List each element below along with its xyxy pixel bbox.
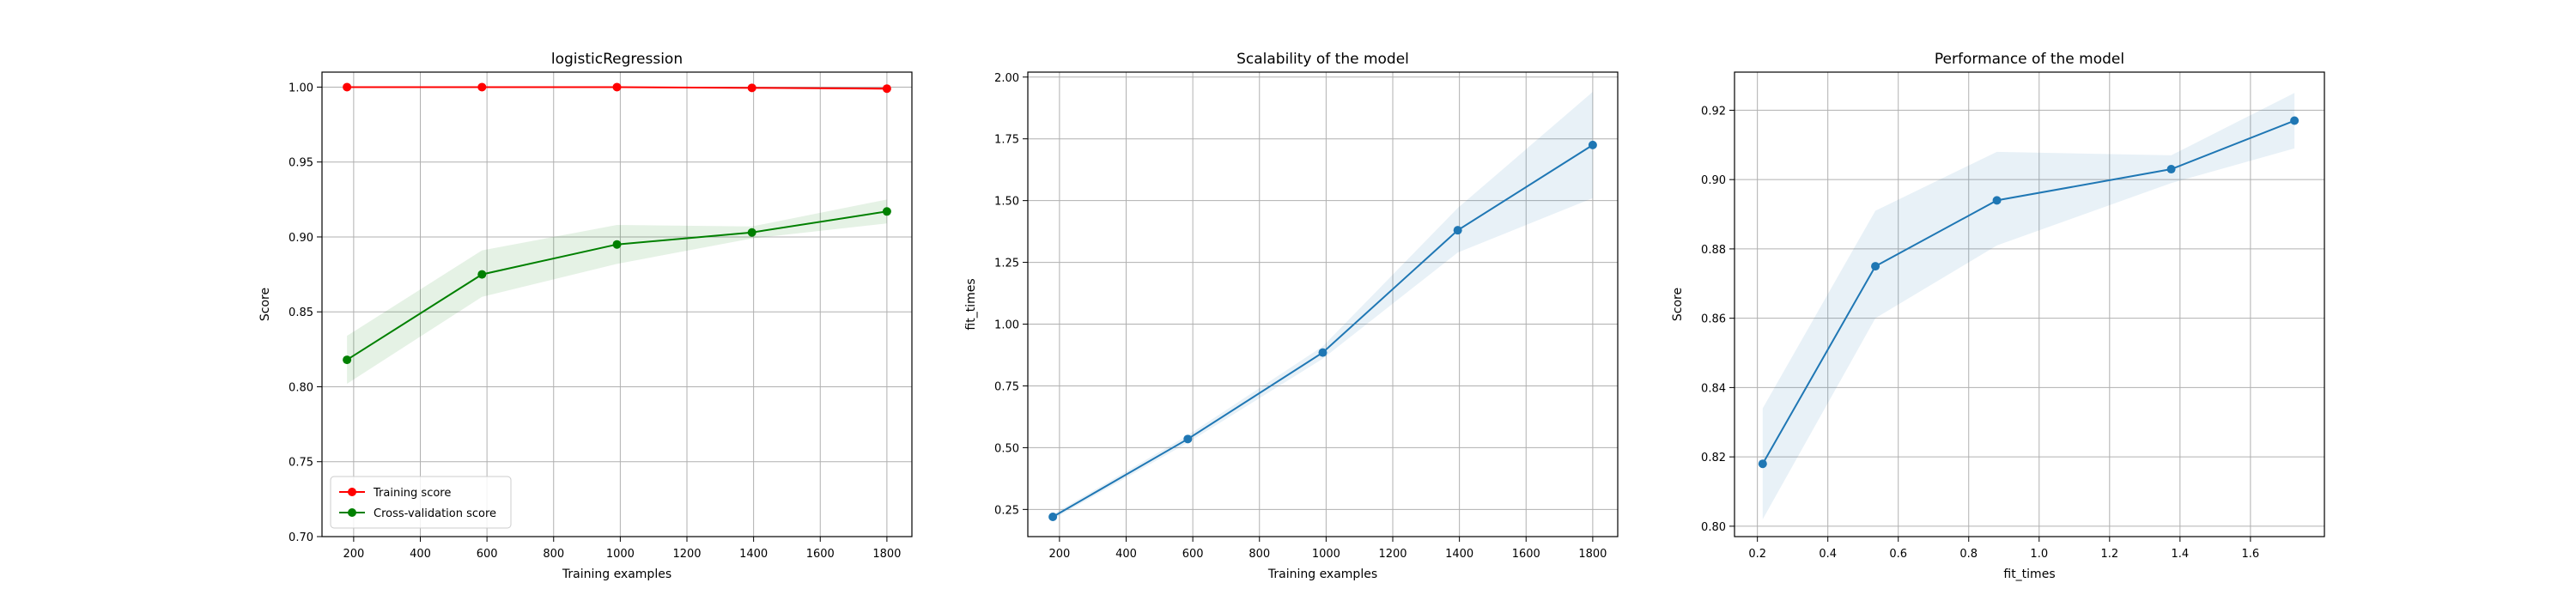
y-tick-label: 1.75 (994, 134, 1019, 147)
subplot-2: 200 400 600 800 1000 1200 1400 1600 1800 0.25 0.50… (964, 51, 1619, 581)
y-tick-label: 0.90 (1701, 174, 1726, 187)
y-axis-label: fit_times (964, 278, 978, 330)
x-tick-label: 0.6 (1889, 548, 1907, 561)
confidence-band (1762, 93, 2295, 519)
legend-label: Training score (373, 487, 451, 500)
x-tick-label: 1.6 (2242, 548, 2260, 561)
data-point (2290, 116, 2300, 125)
y-tick-label: 0.92 (1701, 105, 1726, 118)
legend (330, 476, 512, 529)
confidence-band (347, 199, 887, 384)
data-point (1453, 226, 1462, 235)
data-point (747, 228, 756, 237)
y-axis-label: Score (1671, 288, 1685, 321)
data-point (2166, 165, 2176, 174)
x-tick-label: 1400 (1445, 548, 1473, 561)
y-tick-label: 0.86 (1701, 313, 1726, 326)
x-tick-label: 1000 (1312, 548, 1340, 561)
axes-frame (1027, 71, 1619, 537)
data-point (477, 270, 487, 279)
x-tick-label: 0.2 (1748, 548, 1766, 561)
y-tick-label: 1.50 (994, 196, 1019, 209)
y-tick-label: 0.25 (994, 504, 1019, 517)
legend-marker (348, 488, 356, 496)
y-tick-label: 0.70 (289, 531, 313, 544)
legend-label: Cross-validation score (374, 507, 496, 520)
legend-marker (348, 508, 356, 517)
y-tick-label: 0.88 (1701, 244, 1726, 257)
x-tick-label: 1200 (672, 548, 701, 561)
x-axis-label: fit_times (2003, 568, 2055, 581)
data-point (1758, 459, 1767, 469)
data-point (1871, 262, 1880, 271)
y-tick-label: 0.82 (1701, 452, 1726, 464)
x-tick-label: 800 (1249, 548, 1270, 561)
x-tick-label: 1800 (872, 548, 901, 561)
x-tick-label: 0.4 (1819, 548, 1837, 561)
data-point (1048, 512, 1058, 521)
data-point (612, 82, 622, 92)
y-tick-label: 0.50 (994, 442, 1019, 455)
data-point (343, 82, 352, 92)
x-tick-label: 0.8 (1959, 548, 1978, 561)
x-tick-label: 1200 (1378, 548, 1406, 561)
data-point (612, 240, 622, 249)
data-point (882, 84, 891, 94)
subplot-3: 0.2 0.4 0.6 0.8 1.0 1.2 1.4 1.6 0.80 0.82 0.84 0.86… (1671, 51, 2325, 581)
x-axis-label: Training examples (562, 568, 671, 581)
y-tick-label: 1.00 (994, 319, 1019, 332)
x-tick-label: 1600 (806, 548, 835, 561)
data-point (747, 83, 756, 93)
chart-title: Performance of the model (1935, 51, 2124, 68)
x-tick-label: 200 (343, 548, 364, 561)
y-tick-label: 0.75 (289, 457, 313, 470)
data-point (1588, 140, 1597, 149)
data-point (477, 82, 487, 92)
y-tick-label: 0.90 (289, 232, 313, 245)
x-axis-label: Training examples (1267, 568, 1377, 581)
y-tick-label: 0.85 (289, 307, 313, 319)
y-tick-label: 1.25 (994, 258, 1019, 270)
x-tick-label: 600 (477, 548, 498, 561)
x-tick-label: 1.0 (2030, 548, 2048, 561)
subplot-1: 200 400 600 800 1000 1200 1400 1600 1800 0.70 0.75… (258, 51, 913, 581)
chart-title: Scalability of the model (1236, 51, 1409, 68)
y-tick-label: 1.00 (289, 82, 313, 94)
confidence-band (1053, 92, 1593, 519)
x-tick-label: 1000 (606, 548, 635, 561)
y-tick-label: 0.84 (1701, 382, 1726, 395)
x-tick-label: 600 (1182, 548, 1204, 561)
y-tick-label: 0.80 (289, 381, 313, 394)
data-point (343, 355, 352, 365)
x-tick-label: 200 (1048, 548, 1070, 561)
x-tick-label: 1800 (1578, 548, 1607, 561)
data-point (882, 207, 891, 216)
x-tick-label: 800 (543, 548, 564, 561)
data-point (1183, 434, 1193, 444)
y-tick-label: 0.75 (994, 380, 1019, 393)
y-tick-label: 2.00 (994, 72, 1019, 85)
x-tick-label: 1400 (739, 548, 768, 561)
y-tick-label: 0.95 (289, 157, 313, 170)
x-tick-label: 400 (410, 548, 431, 561)
chart-title: logisticRegression (551, 51, 683, 68)
y-axis-label: Score (258, 288, 272, 321)
x-tick-label: 1.4 (2171, 548, 2189, 561)
x-tick-label: 1.2 (2100, 548, 2118, 561)
data-point (1992, 196, 2002, 205)
axes-frame (1734, 71, 2325, 537)
data-point (1318, 348, 1327, 357)
axes-frame (321, 71, 913, 537)
x-tick-label: 400 (1115, 548, 1137, 561)
y-tick-label: 0.80 (1701, 521, 1726, 534)
x-tick-label: 1600 (1512, 548, 1540, 561)
